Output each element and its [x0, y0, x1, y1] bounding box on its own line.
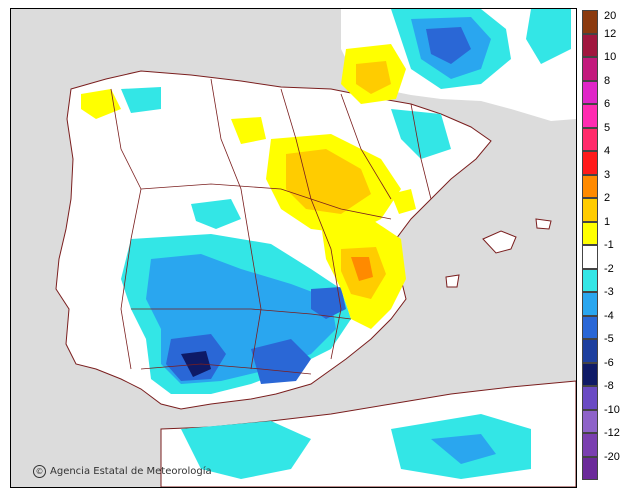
menorca-island — [535, 218, 552, 230]
legend-tick-label: -10 — [604, 403, 620, 416]
legend-swatch — [582, 198, 598, 222]
legend-tick-label: 3 — [604, 168, 611, 181]
cold-anomaly-patches — [121, 9, 571, 479]
legend-swatch — [582, 245, 598, 269]
legend-tick-label: -20 — [604, 450, 620, 463]
legend-swatch — [582, 268, 598, 292]
legend-swatch — [582, 127, 598, 151]
legend-swatch — [582, 456, 598, 480]
legend-tick-label: -8 — [604, 380, 614, 392]
credit-text: Agencia Estatal de Meteorología — [50, 466, 212, 477]
legend-tick-label: 20 — [604, 10, 617, 22]
mallorca-island — [482, 230, 517, 254]
legend-tick-label: -4 — [604, 309, 614, 322]
region-borders — [110, 78, 432, 375]
legend-tick-label: 6 — [604, 98, 611, 110]
map-canvas — [11, 9, 576, 487]
legend-swatch — [582, 174, 598, 198]
legend-swatch — [582, 433, 598, 457]
color-legend: 20 12 10 8 6 5 4 3 2 1 -1 -2 -3 -4 -5 -6 -8 -10 -12 -20 — [582, 10, 630, 480]
legend-tick-label: 5 — [604, 121, 611, 134]
legend-tick-label: 10 — [604, 51, 617, 63]
legend-tick-label: -1 — [604, 239, 614, 251]
legend-swatch — [582, 362, 598, 386]
legend-tick-label: 1 — [604, 215, 611, 228]
legend-swatch — [582, 10, 598, 34]
legend-swatch — [582, 151, 598, 175]
legend-swatch — [582, 57, 598, 81]
legend-tick-label: 12 — [604, 27, 617, 40]
legend-tick-label: -5 — [604, 333, 614, 345]
legend-swatch — [582, 221, 598, 245]
warm-anomaly-patches — [81, 44, 416, 329]
legend-swatch — [582, 386, 598, 410]
legend-tick-label: -12 — [604, 427, 620, 439]
legend-tick-label: -2 — [604, 262, 614, 275]
legend-swatch — [582, 409, 598, 433]
legend-swatch — [582, 33, 598, 57]
legend-tick-label: 8 — [604, 74, 611, 87]
credit-line: © Agencia Estatal de Meteorología — [33, 465, 212, 478]
legend-tick-label: 4 — [604, 145, 611, 157]
anomaly-map: © Agencia Estatal de Meteorología — [10, 8, 577, 488]
legend-swatch — [582, 292, 598, 316]
legend-swatch — [582, 80, 598, 104]
legend-swatch — [582, 339, 598, 363]
copyright-icon: © — [33, 465, 46, 478]
legend-swatch — [582, 315, 598, 339]
legend-tick-label: -3 — [604, 286, 614, 298]
legend-tick-label: -6 — [604, 356, 614, 369]
legend-swatch — [582, 104, 598, 128]
ibiza-island — [445, 274, 460, 288]
legend-tick-label: 2 — [604, 192, 611, 204]
